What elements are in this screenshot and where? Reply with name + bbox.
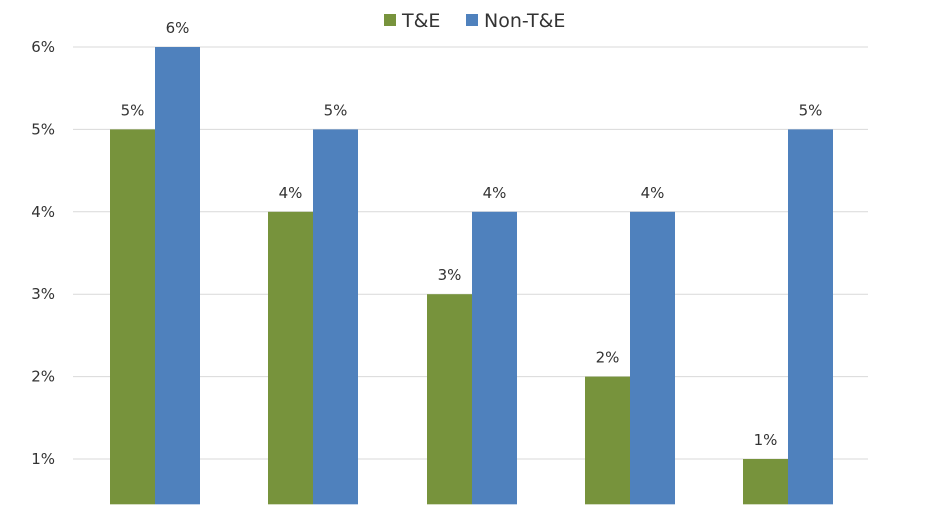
y-tick-label: 1% <box>31 450 55 468</box>
data-label: 2% <box>596 349 620 367</box>
bar-non-te <box>472 211 517 505</box>
bar-te <box>743 459 788 505</box>
data-label: 4% <box>483 184 507 202</box>
data-label: 3% <box>438 266 462 284</box>
data-label: 1% <box>754 431 778 449</box>
data-label: 4% <box>279 184 303 202</box>
legend: T&E Non-T&E <box>384 10 565 32</box>
data-label: 5% <box>799 101 823 119</box>
legend-label: T&E <box>401 10 440 32</box>
y-tick-label: 2% <box>31 368 55 386</box>
data-label: 4% <box>641 184 665 202</box>
data-label: 5% <box>324 101 348 119</box>
y-tick-label: 4% <box>31 203 55 221</box>
legend-label: Non-T&E <box>484 10 565 32</box>
legend-swatch <box>384 14 396 26</box>
bar-te <box>110 129 155 505</box>
bar-non-te <box>313 129 358 505</box>
legend-swatch <box>466 14 478 26</box>
data-label: 5% <box>121 101 145 119</box>
bar-non-te <box>630 211 675 505</box>
bar-te <box>585 376 630 505</box>
data-labels: 5% 4% 3% 2% 1% 6% 5% 4% 4% 5% <box>121 19 823 449</box>
data-label: 6% <box>166 19 190 37</box>
y-tick-label: 3% <box>31 285 55 303</box>
bar-non-te <box>788 129 833 505</box>
bars <box>110 47 833 505</box>
y-axis-ticks: 1% 2% 3% 4% 5% 6% <box>31 38 55 468</box>
bar-te <box>268 211 313 505</box>
bar-non-te <box>155 47 200 505</box>
bar-te <box>427 294 472 505</box>
y-tick-label: 6% <box>31 38 55 56</box>
y-tick-label: 5% <box>31 120 55 138</box>
